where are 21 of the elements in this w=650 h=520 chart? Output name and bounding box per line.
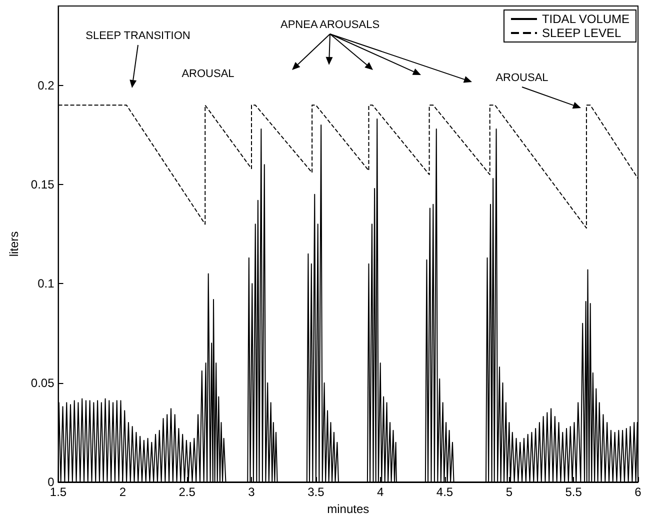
y-axis-title: liters [7,231,21,257]
legend-label: SLEEP LEVEL [542,26,622,40]
x-tick-label: 2 [119,485,126,499]
annotation: APNEA AROUSALS [280,19,380,31]
legend-label: TIDAL VOLUME [542,12,630,26]
x-tick-label: 5 [506,485,513,499]
x-axis-title: minutes [327,502,370,516]
x-tick-label: 6 [634,485,642,499]
y-tick-label: 0.2 [38,78,55,92]
annotation: AROUSAL [496,72,548,84]
y-tick-label: 0.1 [38,276,55,291]
x-tick-label: 3.5 [308,485,325,499]
x-tick-label: 5.5 [565,485,582,499]
x-tick-label: 2.5 [178,485,196,499]
annotation: AROUSAL [182,68,234,80]
x-tick-label: 4.5 [436,485,454,499]
annotation: SLEEP TRANSITION [86,30,190,42]
x-tick-label: 3 [248,485,256,499]
y-tick-label: 0.05 [30,376,55,390]
y-tick-label: 0.15 [30,178,55,192]
x-tick-label: 4 [376,485,384,499]
